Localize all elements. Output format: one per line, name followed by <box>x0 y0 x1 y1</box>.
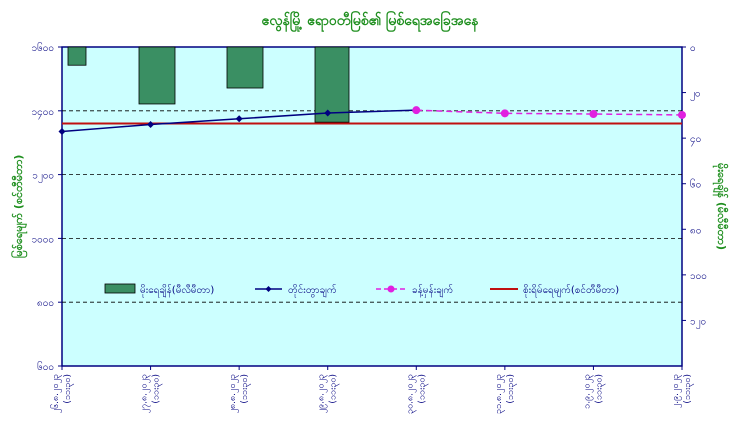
xtick-time-label: (၁၁း၃၀) <box>417 374 428 404</box>
legend-swatch-rainfall <box>104 283 136 294</box>
forecast-point <box>678 110 686 119</box>
ytick-left-label: ၁၂၀၀ <box>32 171 54 184</box>
rainfall-bar <box>138 46 176 105</box>
xtick-date-label: ၂၆.၈.၂၀၂၃ <box>50 374 62 413</box>
y-axis-left-title: မြစ်ရေမျက် (စင်တီမီတာ) <box>10 155 28 259</box>
legend-label-rainfall: မိုးရေချိန်(မီလီမီတာ) <box>140 283 214 298</box>
chart-title: ဧလွန်မြို့ ဧရာဝတီမြစ်၏ မြစ်ရေအခြေအနေ <box>262 11 480 32</box>
ytick-left-label: ၁၆၀၀ <box>32 41 55 54</box>
legend-label-measured: တိုင်းတွာချက် <box>288 283 337 298</box>
ytick-right-label: ၄၀ <box>690 134 701 147</box>
xtick-time-label: (၁၁း၃၀) <box>329 374 340 404</box>
forecast-point <box>412 106 421 115</box>
ytick-right-label: ၁၀၀ <box>690 271 707 282</box>
xtick-date-label: ၁.၉.၂၀၂၃ <box>582 374 593 409</box>
xtick-time-label: (၁၁း၃၀) <box>63 374 74 404</box>
ytick-right-label: ၈၀ <box>690 225 701 236</box>
legend-label-forecast: ခန့်မှန်းချက် <box>412 283 453 298</box>
xtick-time-label: (၁၁း၃၀) <box>683 374 694 404</box>
ytick-right-label: ၆၀ <box>690 178 701 191</box>
xtick-time-label: (၁၁း၃၀) <box>594 374 605 404</box>
measured-point <box>58 128 66 136</box>
measured-point <box>147 121 155 129</box>
rainfall-bar <box>226 46 264 89</box>
ytick-right-label: ၁၂၀ <box>690 316 706 329</box>
xtick-date-label: ၂၈.၈.၂၀၂၃ <box>228 374 239 413</box>
forecast-point <box>500 109 509 118</box>
xtick-time-label: (၁၁း၃၀) <box>506 374 517 404</box>
rainfall-bar <box>314 46 350 123</box>
ytick-left-label: ၈၀၀ <box>37 298 54 309</box>
ytick-right-label: ၂၀ <box>690 89 701 102</box>
legend-label-critical: စိုးရိမ်ရေမျက်(စင်တီမီတာ) <box>523 283 619 298</box>
xtick-date-label: ၂၇.၈.၂၀၂၃ <box>140 374 151 413</box>
y-axis-right-title: မိုးရေချိန် (မီလီမီတာ) <box>712 163 729 250</box>
ytick-left-label: ၁၄၀၀ <box>32 107 55 120</box>
xtick-date-label: ၃၁.၈.၂၀၂၃ <box>494 374 505 414</box>
forecast-point <box>589 109 598 118</box>
xtick-time-label: (၁၁း၃၀) <box>240 374 251 404</box>
measured-point <box>235 115 243 123</box>
forecast-line <box>416 109 683 116</box>
xtick-date-label: ၂.၉.၂၀၂၃ <box>671 374 682 408</box>
xtick-date-label: ၃၀.၈.၂၀၂၃ <box>405 374 416 414</box>
xtick-date-label: ၂၉.၈.၂၀၂၃ <box>317 374 328 413</box>
legend-marker-forecast <box>387 285 395 293</box>
rainfall-bar <box>67 46 87 66</box>
ytick-left-label: ၁၀၀၀ <box>32 234 55 245</box>
measured-point <box>324 109 332 117</box>
xtick-time-label: (၁၁း၃၀) <box>152 374 163 404</box>
ytick-left-label: ၆၀၀ <box>37 360 54 373</box>
legend-marker-measured <box>265 286 272 292</box>
ytick-right-label: ၀ <box>690 43 696 54</box>
